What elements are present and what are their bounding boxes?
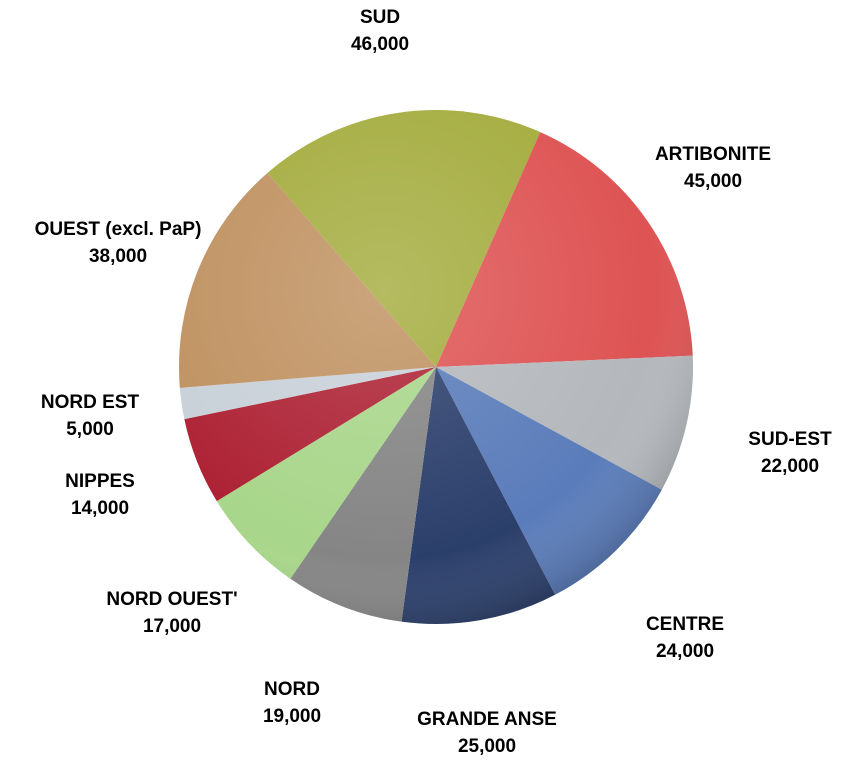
slice-value-label: 45,000 bbox=[684, 171, 742, 192]
slice-value-label: 46,000 bbox=[351, 34, 409, 55]
slice-label: NORD OUEST' bbox=[106, 589, 237, 610]
slice-label: OUEST (excl. PaP) bbox=[35, 219, 202, 240]
slice-label: NORD EST bbox=[41, 392, 140, 413]
slice-value-label: 24,000 bbox=[656, 641, 714, 662]
slice-value-label: 19,000 bbox=[263, 706, 321, 727]
slice-value-label: 25,000 bbox=[458, 736, 516, 757]
slice-value-label: 17,000 bbox=[143, 616, 201, 637]
slice-label: GRANDE ANSE bbox=[417, 709, 557, 730]
slice-value-label: 38,000 bbox=[89, 246, 147, 267]
pie-sheen bbox=[179, 110, 693, 624]
slice-label: SUD bbox=[360, 7, 400, 28]
slice-label: NIPPES bbox=[65, 471, 135, 492]
slice-value-label: 14,000 bbox=[71, 498, 129, 519]
slice-label: SUD-EST bbox=[748, 429, 832, 450]
slice-label: NORD bbox=[264, 679, 320, 700]
slice-value-label: 5,000 bbox=[66, 419, 114, 440]
slice-label: ARTIBONITE bbox=[655, 144, 771, 165]
slice-value-label: 22,000 bbox=[761, 456, 819, 477]
slice-label: CENTRE bbox=[646, 614, 724, 635]
